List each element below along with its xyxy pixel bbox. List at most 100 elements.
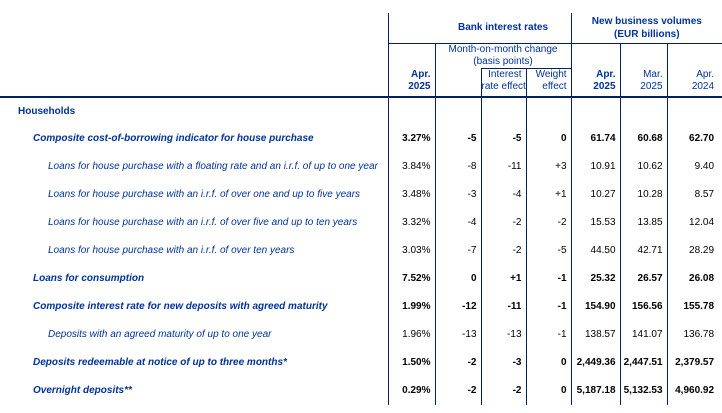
weight-effect-cell: 0: [526, 348, 572, 377]
weight-effect-cell: -1: [526, 320, 572, 349]
row-label-column-header: [0, 13, 389, 98]
weight-effect-cell: -2: [526, 208, 572, 237]
volume-apr-2024-cell: 2,379.57: [675, 357, 715, 368]
rate-apr-2025-cell: 1.99%: [388, 292, 436, 321]
rate-apr-2025-cell: 7.52%: [388, 264, 436, 293]
volume-apr-2025-cell: 5,187.18: [571, 376, 621, 405]
row-label: Loans for consumption: [0, 264, 389, 293]
mom-change-cell: -5: [435, 124, 482, 153]
interest-rate-effect-cell: -2: [481, 376, 527, 405]
volume-apr-2025-column-header: Apr. 2025: [571, 43, 621, 98]
weight-effect-column-header: Weight effect: [526, 67, 572, 98]
volume-mar-2025-cell: 60.68: [620, 124, 668, 153]
mom-change-cell: -3: [435, 180, 482, 209]
row-label: Loans for house purchase with an i.r.f. …: [0, 208, 389, 237]
table-body: Households Composite cost-of-borrowing i…: [0, 96, 722, 405]
volume-apr-2025-cell: 10.27: [571, 180, 621, 209]
volume-mar-2025-cell: 26.57: [620, 264, 668, 293]
rate-apr-2025-cell: 3.48%: [388, 180, 436, 209]
table-row: Households: [0, 96, 722, 125]
mom-change-label-line1: Month-on-month change: [448, 43, 558, 55]
volume-mar-2025-cell: 10.62: [620, 152, 668, 181]
volume-apr-2024-cell: [667, 97, 722, 125]
table-row: Deposits with an agreed maturity of up t…: [0, 320, 722, 349]
interest-rate-effect-cell: [481, 96, 527, 125]
table-row: Composite interest rate for new deposits…: [0, 292, 722, 321]
row-label: Loans for house purchase with an i.r.f. …: [0, 180, 389, 209]
volume-apr-2025-cell: 154.90: [571, 292, 621, 321]
mom-change-cell: -7: [435, 236, 482, 265]
rate-apr-2025-cell: 3.03%: [388, 236, 436, 265]
table-row: Loans for house purchase with an i.r.f. …: [0, 236, 722, 265]
volume-mar-2025-cell: 42.71: [620, 236, 668, 265]
mom-change-cell: -2: [435, 376, 482, 405]
volume-apr-2025-cell: 61.74: [571, 124, 621, 153]
interest-rate-effect-cell: +1: [481, 264, 527, 293]
bank-interest-rates-group-header: Bank interest rates: [388, 13, 572, 44]
interest-rate-effect-cell: -11: [481, 152, 527, 181]
interest-rate-effect-column-header: Interest rate effect: [481, 67, 527, 98]
volume-apr-2025-cell: 25.32: [571, 264, 621, 293]
row-label: Composite interest rate for new deposits…: [0, 292, 389, 321]
new-business-volumes-group-header: New business volumes (EUR billions): [571, 13, 722, 44]
volume-mar-2025-cell: 141.07: [620, 320, 668, 349]
volume-apr-2024-cell: 28.29: [689, 245, 715, 256]
mom-change-cell: -2: [435, 348, 482, 377]
mom-change-cell: [435, 96, 482, 125]
weight-effect-cell: +3: [526, 152, 572, 181]
table-row: Composite cost-of-borrowing indicator fo…: [0, 124, 722, 153]
volume-mar-2025-cell: 2,447.51: [620, 348, 668, 377]
volume-apr-2024-cell: 62.70: [689, 133, 715, 144]
volume-apr-2025-cell: [571, 96, 621, 125]
weight-effect-cell: 0: [526, 376, 572, 405]
rate-apr-2025-cell: [388, 96, 436, 125]
rate-apr-2025-cell: 0.29%: [388, 376, 436, 405]
interest-rate-effect-cell: -5: [481, 124, 527, 153]
rate-apr-2025-cell: 3.32%: [388, 208, 436, 237]
volume-apr-2025-cell: 2,449.36: [571, 348, 621, 377]
table-row: Loans for house purchase with an i.r.f. …: [0, 208, 722, 237]
volume-apr-2024-cell: 9.40: [694, 161, 715, 172]
row-label: Loans for house purchase with an i.r.f. …: [0, 236, 389, 265]
weight-effect-cell: +1: [526, 180, 572, 209]
rate-apr-2025-cell: 3.84%: [388, 152, 436, 181]
interest-rate-effect-cell: -2: [481, 236, 527, 265]
table-row: Loans for consumption 7.52% 0 +1 -1 25.3…: [0, 264, 722, 293]
new-business-volumes-label-line2: (EUR billions): [614, 28, 680, 40]
interest-rate-effect-cell: -13: [481, 320, 527, 349]
weight-effect-cell: -5: [526, 236, 572, 265]
weight-effect-cell: -1: [526, 264, 572, 293]
volume-apr-2024-cell: 12.04: [689, 217, 715, 228]
volume-apr-2024-cell: 155.78: [683, 301, 715, 312]
mom-change-cell: 0: [435, 264, 482, 293]
households-interest-rates-table: Bank interest rates New business volumes…: [0, 13, 722, 405]
volume-apr-2024-cell: 26.08: [689, 273, 715, 284]
table-row: Loans for house purchase with an i.r.f. …: [0, 180, 722, 209]
mom-total-column-header: [435, 68, 482, 98]
volume-mar-2025-column-header: Mar. 2025: [620, 43, 668, 98]
mom-change-cell: -12: [435, 292, 482, 321]
mom-change-cell: -13: [435, 320, 482, 349]
volume-mar-2025-cell: [620, 96, 668, 125]
mom-change-cell: -4: [435, 208, 482, 237]
new-business-volumes-label-line1: New business volumes: [591, 15, 702, 27]
volume-apr-2024-cell: 136.78: [683, 329, 715, 340]
month-on-month-change-header: Month-on-month change (basis points): [435, 43, 572, 68]
rate-apr-2025-cell: 1.96%: [388, 320, 436, 349]
volume-apr-2025-cell: 15.53: [571, 208, 621, 237]
volume-apr-2024-column-header: Apr. 2024: [667, 43, 722, 98]
table-row: Loans for house purchase with a floating…: [0, 152, 722, 181]
row-label: Deposits with an agreed maturity of up t…: [0, 320, 389, 349]
table-row: Deposits redeemable at notice of up to t…: [0, 348, 722, 377]
volume-mar-2025-cell: 13.85: [620, 208, 668, 237]
row-label: Loans for house purchase with a floating…: [0, 152, 389, 181]
volume-apr-2025-cell: 44.50: [571, 236, 621, 265]
interest-rate-effect-cell: -11: [481, 292, 527, 321]
interest-rate-effect-cell: -4: [481, 180, 527, 209]
volume-mar-2025-cell: 10.28: [620, 180, 668, 209]
weight-effect-cell: 0: [526, 124, 572, 153]
row-label: Overnight deposits**: [0, 376, 389, 405]
weight-effect-cell: -1: [526, 292, 572, 321]
rate-period-column-header: Apr. 2025: [388, 43, 436, 98]
rate-apr-2025-cell: 1.50%: [388, 348, 436, 377]
